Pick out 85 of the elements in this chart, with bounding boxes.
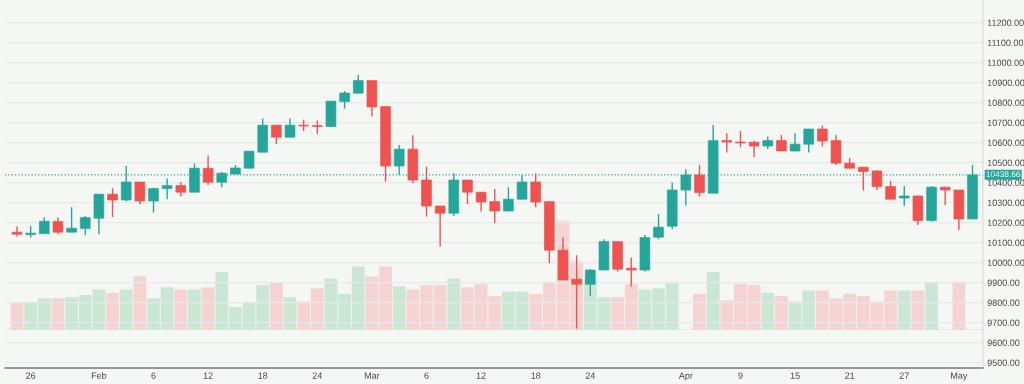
x-tick-label: Feb [91, 372, 107, 379]
y-tick-label: 10000.00 [987, 259, 1024, 266]
bar [693, 293, 706, 330]
y-tick-label: 10700.00 [987, 119, 1024, 126]
y-tick-label: 10300.00 [987, 199, 1024, 206]
candlestick [830, 134, 842, 166]
y-tick-label: 9700.00 [987, 319, 1020, 326]
candlestick [858, 166, 869, 192]
y-tick-label: 10500.00 [987, 159, 1024, 166]
x-tick-label: 26 [26, 372, 36, 379]
candlestick [93, 193, 105, 235]
candlestick [148, 186, 159, 214]
candlestick [134, 181, 146, 205]
candlestick [66, 206, 77, 233]
candlestick [189, 162, 200, 193]
candlestick [817, 124, 828, 148]
bar [269, 282, 283, 330]
bar [188, 289, 201, 330]
y-tick-label: 10400.00 [987, 179, 1024, 186]
candlestick [721, 132, 733, 154]
candlestick [11, 225, 23, 238]
y-tick-label: 11000.00 [987, 59, 1024, 66]
x-tick-label: 12 [476, 372, 486, 379]
bar [392, 286, 406, 330]
y-tick-label: 10900.00 [987, 79, 1024, 86]
candlestick [271, 124, 282, 145]
candlestick [885, 180, 896, 200]
x-tick-label: Apr [678, 372, 693, 381]
x-tick-label: 24 [585, 372, 596, 379]
y-tick-label: 10200.00 [987, 219, 1024, 226]
bar [774, 296, 788, 330]
x-tick-label: 24 [312, 372, 323, 379]
bar [119, 289, 133, 330]
candlestick [352, 74, 364, 94]
x-tick-label: May [951, 372, 968, 381]
candlestick [475, 191, 487, 213]
x-tick-label: 21 [845, 372, 855, 379]
candlestick [503, 186, 514, 213]
candlestick [107, 187, 118, 218]
x-tick-label: Mar [364, 372, 380, 379]
bar [761, 292, 775, 330]
candlestick [434, 205, 446, 248]
bar [106, 292, 119, 330]
y-tick-label: 9600.00 [987, 339, 1020, 346]
x-tick-label: 6 [151, 372, 156, 379]
candlestick [161, 177, 173, 200]
candlestick [871, 169, 883, 191]
y-tick-label: 9800.00 [987, 299, 1020, 306]
candlestick [789, 132, 801, 153]
candlestick [694, 164, 705, 198]
candlestick [653, 213, 664, 240]
x-tick-label: 18 [531, 372, 541, 379]
y-tick-label: 10100.00 [987, 239, 1024, 246]
x-tick-label: 27 [899, 372, 909, 379]
candlestick [530, 172, 541, 208]
y-tick-label: 9900.00 [987, 279, 1020, 286]
bar [897, 290, 911, 330]
candlestick [462, 179, 473, 205]
x-tick-label: 6 [424, 372, 429, 379]
y-tick-label: 10800.00 [987, 99, 1024, 106]
y-tick-label: 11200.00 [987, 19, 1024, 26]
y-tick-label: 9500.00 [987, 359, 1020, 366]
bar [133, 276, 147, 330]
bar [911, 290, 925, 330]
candlestick [202, 154, 214, 186]
candlestick [803, 128, 814, 154]
candlestick [748, 139, 760, 158]
y-tick-label: 11100.00 [987, 39, 1024, 46]
bar [952, 281, 966, 330]
bar [706, 271, 720, 330]
bar [447, 278, 461, 330]
candlestick [284, 117, 296, 138]
x-tick-label: 12 [203, 372, 213, 379]
candlestick [489, 188, 501, 224]
x-tick-label: 9 [738, 372, 743, 379]
x-tick-label: 15 [790, 372, 800, 379]
bar [925, 281, 938, 330]
candlestick [898, 185, 910, 207]
bar [174, 289, 188, 330]
candlestick [571, 254, 582, 330]
ref-line-label: 10438.66 [986, 171, 1021, 178]
bar [201, 287, 215, 330]
candlestick [79, 215, 91, 236]
x-tick-label: 18 [258, 372, 268, 379]
y-tick-label: 10600.00 [987, 139, 1024, 146]
